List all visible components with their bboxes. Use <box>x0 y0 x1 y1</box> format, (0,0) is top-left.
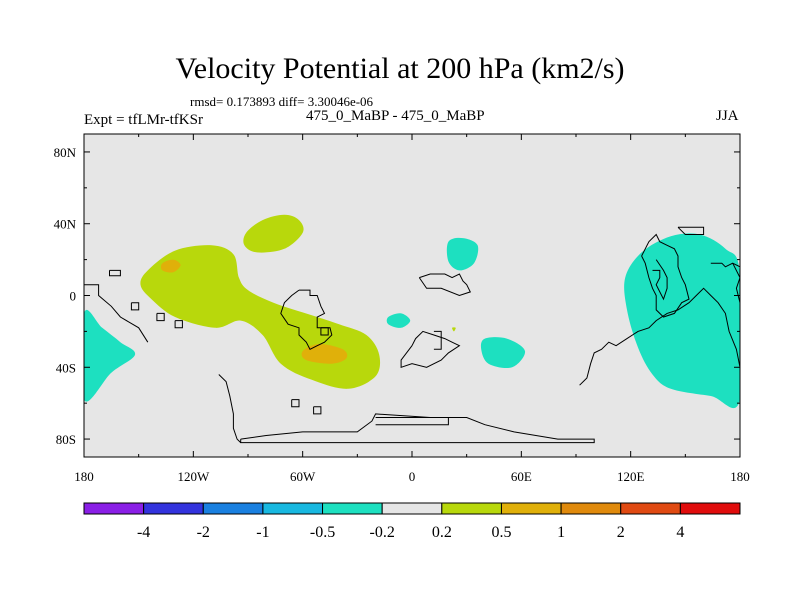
coastline-central-america-coast <box>84 284 149 343</box>
colorbar-level-label: -1 <box>256 524 269 541</box>
colorbar-level-label: -2 <box>197 524 210 541</box>
coastline-antarctica-inner <box>375 417 449 426</box>
colorbar-level-label: -0.2 <box>370 524 395 541</box>
season-label: JJA <box>716 108 739 124</box>
coastline-africa-south <box>400 330 461 368</box>
y-tick-label: 40N <box>54 217 77 232</box>
y-tick-label: 40S <box>56 360 76 375</box>
x-tick-label: 180 <box>74 469 94 484</box>
x-tick-label: 0 <box>409 469 416 484</box>
colorbar-swatch <box>322 502 383 515</box>
coastline-pacific-islet-2 <box>156 312 165 322</box>
colorbar-level-label: 2 <box>617 524 625 541</box>
coastline-asia-coast <box>641 233 690 318</box>
x-tick-label: 120W <box>177 469 210 484</box>
x-tick-label: 60W <box>290 469 316 484</box>
run-comparison-label: 475_0_MaBP - 475_0_MaBP <box>306 108 485 124</box>
anomaly-region-atlantic-small-negative <box>386 313 411 328</box>
coastline-south-america <box>280 289 333 350</box>
anomaly-region-mediterranean-negative <box>446 237 479 271</box>
anomaly-region-north-atlantic-positive <box>243 214 304 253</box>
coastline-africa-block <box>433 330 442 350</box>
coastline-south-atlantic-islet-1 <box>291 399 300 408</box>
experiment-label: Expt = tfLMr-tfKSr <box>84 112 203 128</box>
colorbar-swatch <box>143 502 204 515</box>
colorbar-swatch <box>560 502 622 515</box>
coastline-north-africa <box>418 273 472 297</box>
colorbar-swatch <box>83 502 145 515</box>
colorbar-level-label: 0.2 <box>432 524 452 541</box>
coastline-antarctic-peninsula <box>218 374 242 443</box>
y-tick-label: 80N <box>54 145 77 160</box>
colorbar-swatch <box>679 502 741 515</box>
coastline-antarctica <box>240 413 595 444</box>
colorbar-level-label: -0.5 <box>310 524 335 541</box>
coastline-pacific-box <box>677 226 705 235</box>
colorbar-swatch <box>441 502 502 515</box>
colorbar-level-label: 1 <box>557 524 565 541</box>
y-tick-label: 80S <box>56 432 76 447</box>
anomaly-region-west-pacific-negative-east <box>624 233 740 408</box>
coastline-pacific-islet-3 <box>174 320 183 329</box>
x-tick-label: 180 <box>730 469 750 484</box>
colorbar-swatch <box>620 502 681 515</box>
coastline-south-america-inlet <box>320 327 329 336</box>
coastline-north-pacific-islands <box>109 269 121 277</box>
y-tick-label: 0 <box>70 289 77 304</box>
anomaly-region-indian-ocean-negative <box>480 337 526 369</box>
colorbar-level-label: 0.5 <box>491 524 511 541</box>
anomaly-region-tropical-americas-core <box>160 259 181 273</box>
rmsd-diff-stats: rmsd= 0.173893 diff= 3.30046e-06 <box>190 94 374 109</box>
coastline-south-atlantic-islet-2 <box>313 406 322 415</box>
colorbar-swatch <box>262 502 324 515</box>
coastline-east-pacific-coast <box>710 262 740 268</box>
colorbar-swatch <box>500 502 562 515</box>
coastline-asia-inner <box>652 259 668 301</box>
colorbar-level-label: 4 <box>676 524 684 541</box>
colorbar-swatch <box>381 502 443 515</box>
coastline-pacific-islet-1 <box>130 302 140 311</box>
colorbar-level-label: -4 <box>137 524 150 541</box>
chart-title: Velocity Potential at 200 hPa (km2/s) <box>175 52 625 85</box>
colorbar-swatch <box>202 502 264 515</box>
anomaly-region-west-pacific-negative <box>84 309 136 402</box>
x-tick-label: 60E <box>511 469 532 484</box>
anomaly-region-africa-speck-positive <box>452 327 456 332</box>
anomaly-region-south-atlantic-core <box>301 343 348 364</box>
x-tick-label: 120E <box>617 469 645 484</box>
coastline-australia-region <box>579 287 740 386</box>
